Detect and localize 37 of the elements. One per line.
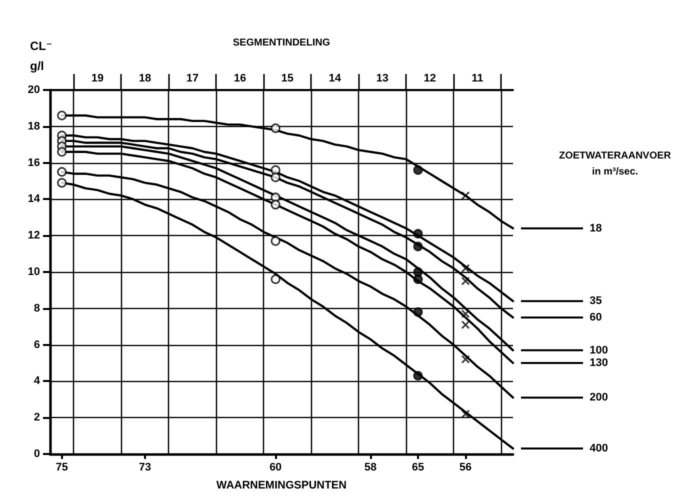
x2-tick-label: 11 [472,72,484,84]
y-tick-label: 2 [34,412,40,424]
x2-tick-label: 18 [138,72,152,84]
y-tick-label: 6 [34,338,40,351]
x2-tick-label: 13 [376,72,389,84]
text: 18 [590,222,602,234]
x2-axis-title: SEGMENTINDELING [232,38,330,48]
x2-tick-label: 16 [234,72,246,84]
x2-tick-label: 12 [424,72,436,84]
x-tick-label: 60 [269,462,282,474]
x-tick-label: 75 [56,462,68,474]
text: 60 [590,312,602,324]
y-tick-label: 16 [28,156,40,169]
x-tick-label: 65 [412,462,424,474]
y-tick-label: 0 [34,448,40,460]
y-tick-label: 20 [28,84,40,96]
x-axis-title: WAARNEMINGSPUNTEN [216,480,347,492]
text: 100 [590,344,608,356]
text: 130 [590,357,608,369]
text: 200 [590,392,608,404]
text: 35 [590,295,602,308]
x2-tick-label: 15 [281,72,294,84]
x-tick-label: 58 [364,462,377,474]
y-tick-label: 10 [28,266,40,278]
x2-tick-label: 19 [91,72,104,84]
y-tick-label: 12 [28,230,40,242]
y-tick-label: 4 [34,375,41,388]
x2-tick-label: 14 [328,72,342,84]
text: 400 [590,442,608,455]
y-axis-title: CL⁻ g/l [30,39,52,73]
legend-title: ZOETWATERAANVOER in m³/sec. [558,150,672,178]
y-tick-label: 8 [34,302,40,314]
y-tick-label: 18 [28,120,40,132]
x-tick-label: 73 [138,462,152,474]
y-tick-label: 14 [28,193,41,206]
x2-tick-label: 17 [186,72,199,84]
x-tick-label: 56 [459,462,472,474]
